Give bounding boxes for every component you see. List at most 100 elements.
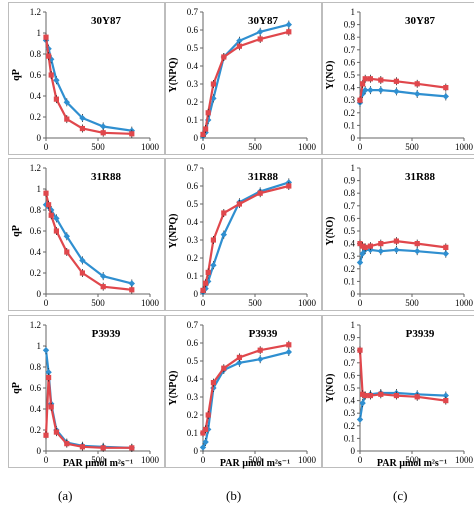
x-tick-label: 1000 (141, 298, 160, 308)
panel-title: 30Y87 (405, 15, 435, 27)
data-point (129, 287, 135, 293)
data-point (393, 238, 399, 244)
y-tick-label: 0.1 (187, 115, 198, 125)
y-axis-label: qP (11, 69, 22, 81)
data-point (79, 125, 85, 132)
data-point (286, 183, 292, 189)
series-red-line (44, 377, 132, 449)
x-tick-label: 1000 (455, 298, 474, 308)
data-point (210, 380, 216, 386)
y-tick-label: 1 (37, 341, 42, 351)
data-point (202, 438, 209, 446)
y-tick-label: 0.4 (344, 239, 356, 249)
data-point (79, 114, 86, 122)
data-point (43, 190, 49, 196)
y-axis-label: Y(NO) (325, 61, 336, 90)
data-point (236, 359, 243, 366)
data-point (236, 43, 242, 49)
y-tick-label: 0 (37, 133, 42, 143)
data-point (200, 287, 206, 293)
data-point (257, 190, 263, 196)
data-point (220, 231, 227, 238)
data-point (356, 416, 364, 423)
y-tick-label: 0 (194, 446, 199, 456)
y-tick-label: 0.1 (344, 276, 355, 286)
data-point (442, 392, 449, 399)
y-tick-label: 0.6 (30, 383, 42, 393)
y-tick-label: 0.4 (30, 247, 42, 257)
y-tick-label: 0 (37, 289, 42, 299)
data-point (64, 441, 70, 447)
y-axis-label: Y(NO) (325, 217, 336, 246)
x-tick-label: 500 (91, 455, 105, 465)
data-point (393, 392, 399, 399)
data-point (129, 131, 135, 137)
data-point (43, 34, 49, 40)
y-tick-label: 0.1 (344, 120, 355, 130)
data-point (210, 81, 216, 87)
y-tick-label: 0 (194, 133, 199, 143)
y-tick-label: 1.2 (30, 163, 41, 173)
data-point (128, 280, 135, 287)
data-point (48, 404, 54, 410)
y-tick-label: 0.2 (344, 108, 355, 118)
data-point (63, 233, 70, 240)
x-tick-label: 0 (201, 455, 206, 465)
x-tick-label: 500 (405, 455, 419, 465)
data-point (377, 247, 384, 255)
panel-frame (165, 315, 322, 468)
data-point (360, 81, 366, 87)
y-tick-label: 0.5 (344, 70, 356, 80)
panel-grid: 00.20.40.60.811.20 500 100030Y87qP00.10.20… (8, 2, 474, 469)
series-red-line (202, 30, 290, 135)
data-point (362, 392, 368, 399)
y-tick-label: 0.8 (30, 205, 42, 215)
y-tick-label: 0.3 (344, 95, 356, 105)
y-tick-label: 0.9 (344, 176, 356, 186)
panel-title: 31R88 (405, 171, 435, 183)
y-tick-label: 0 (194, 289, 199, 299)
data-point (64, 116, 70, 122)
panel-0: 0 0.2 0.4 0.6 0.8 1 1.2 0 500 1000 30Y87 qP (8, 2, 165, 155)
data-point (46, 53, 52, 59)
data-point (79, 270, 85, 276)
data-point (356, 259, 364, 266)
data-point (378, 391, 384, 397)
y-tick-label: 0.6 (344, 57, 356, 67)
x-tick-label: 500 (91, 142, 105, 152)
data-point (48, 72, 54, 78)
data-point (362, 76, 368, 82)
data-point (205, 269, 211, 275)
data-point (359, 399, 366, 407)
y-tick-label: 0.8 (344, 345, 356, 355)
y-axis-label: Y(NPQ) (168, 58, 179, 93)
data-point (393, 246, 400, 254)
x-tick-label: 500 (405, 298, 419, 308)
data-point (53, 228, 59, 234)
data-point (414, 394, 420, 400)
y-tick-label: 1.2 (30, 7, 41, 17)
panel-7: 0 0.1 0.2 0.3 0.4 0.5 0.6 0.7 0 500 1000 P3939 Y(NPQ… (165, 315, 322, 469)
y-tick-label: 0.6 (187, 25, 199, 35)
y-axis-label: qP (11, 225, 22, 237)
y-tick-label: 1 (351, 163, 356, 173)
x-tick-label: 1000 (298, 142, 317, 152)
data-point (200, 430, 206, 436)
y-tick-label: 0.7 (187, 163, 199, 173)
data-point (443, 85, 449, 91)
y-tick-label: 0.7 (344, 45, 356, 55)
data-point (100, 272, 107, 280)
y-tick-label: 0.2 (344, 264, 355, 274)
data-point (210, 95, 217, 102)
panel-title: P3939 (406, 328, 435, 340)
data-point (257, 347, 263, 353)
x-tick-label: 0 (358, 455, 363, 465)
data-point (53, 215, 60, 222)
panel-frame (322, 158, 474, 311)
y-tick-label: 0.1 (344, 433, 355, 443)
data-point (221, 54, 227, 60)
data-point (205, 110, 211, 116)
x-axis-label: PAR µmol m²s⁻¹ (377, 458, 447, 469)
x-tick-label: 1000 (141, 455, 160, 465)
